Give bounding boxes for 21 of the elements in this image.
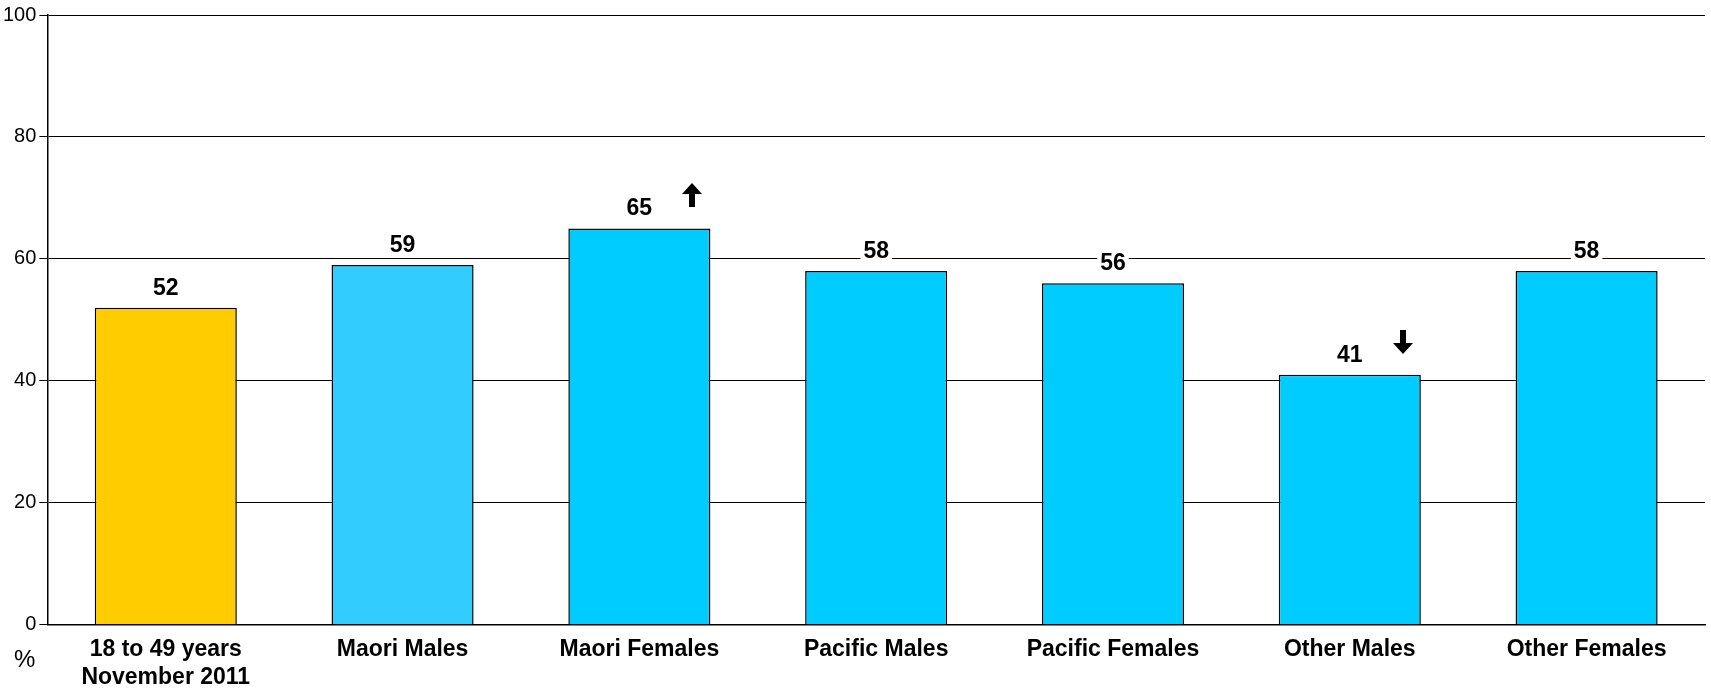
y-tick-label: 40 [14, 368, 37, 391]
x-tick-label: Maori Females [559, 634, 720, 661]
data-label: 59 [389, 230, 416, 257]
data-label: 52 [152, 273, 179, 300]
data-label: 65 [626, 194, 653, 221]
data-label: 58 [1573, 236, 1600, 263]
y-tick-label: 20 [14, 490, 37, 513]
x-tick-label: Pacific Females [1026, 634, 1200, 661]
x-tick-label: Other Females [1506, 634, 1667, 661]
x-tick-label: Pacific Males [803, 634, 949, 661]
x-tick-label: Other Males [1283, 634, 1416, 661]
x-tick-label: 18 to 49 years November 2011 [81, 634, 251, 689]
y-tick-label: 100 [2, 2, 37, 25]
data-label: 56 [1100, 249, 1126, 276]
data-label: 41 [1337, 340, 1363, 367]
y-tick-label: 0 [25, 612, 37, 635]
y-tick-label: 60 [14, 246, 37, 269]
x-tick-label: Maori Males [336, 634, 469, 661]
y-tick-label: 80 [14, 124, 37, 147]
y-axis-title: % [14, 645, 36, 673]
data-label: 58 [863, 236, 890, 263]
